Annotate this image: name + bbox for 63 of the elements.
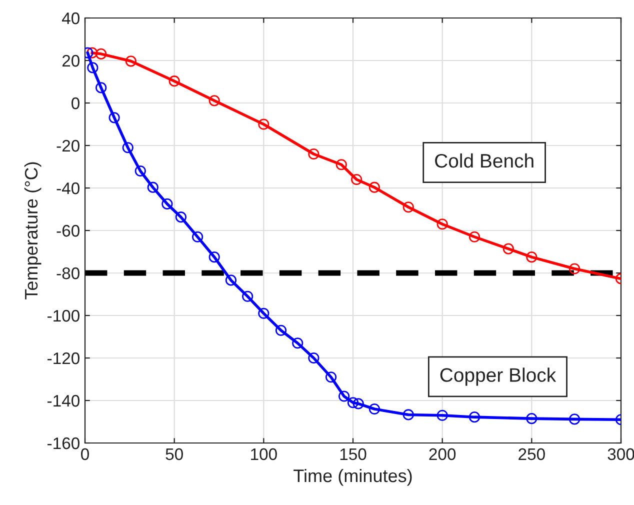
- point: [275, 324, 287, 336]
- y-tick-label: -20: [56, 140, 80, 152]
- series-label: Copper Block: [440, 368, 556, 386]
- point: [242, 290, 254, 302]
- point: [308, 148, 320, 160]
- point: [568, 414, 580, 425]
- y-tick-label: -60: [56, 224, 80, 237]
- point: [502, 243, 514, 254]
- y-tick-label: -80: [56, 267, 80, 280]
- point: [568, 263, 580, 274]
- text: Cold Bench: [435, 153, 534, 168]
- point: [325, 372, 337, 383]
- point: [468, 231, 480, 242]
- x-tick-label: 150: [340, 448, 366, 460]
- point: [402, 409, 414, 420]
- y-axis-title: Temperature (°C): [24, 162, 42, 300]
- point: [338, 390, 350, 402]
- point: [368, 403, 380, 415]
- x-tick-label: 50: [166, 448, 183, 460]
- point: [134, 165, 146, 177]
- x-axis-title: Time (minutes): [294, 468, 412, 486]
- point: [336, 159, 347, 170]
- point: [352, 398, 364, 410]
- point: [468, 412, 480, 423]
- point: [87, 62, 98, 74]
- point: [208, 95, 220, 106]
- point: [192, 231, 204, 242]
- y-tick-label: -100: [48, 310, 80, 322]
- point: [308, 352, 320, 364]
- point: [436, 218, 448, 230]
- point: [162, 198, 173, 210]
- point: [258, 118, 270, 130]
- x-tick-label: 0: [81, 448, 89, 460]
- x-tick-label: 300: [608, 448, 634, 460]
- point: [147, 182, 158, 193]
- point: [108, 112, 120, 124]
- point: [526, 413, 538, 424]
- point: [526, 252, 538, 263]
- x-tick-label: 100: [251, 448, 277, 460]
- point: [168, 76, 180, 87]
- point: [368, 182, 380, 193]
- y-tick-label: -40: [56, 182, 80, 194]
- point: [122, 142, 134, 154]
- point: [351, 174, 362, 186]
- x-tick-label: 250: [518, 448, 545, 460]
- point: [125, 56, 136, 67]
- point: [347, 397, 359, 408]
- y-tick-label: -140: [48, 394, 80, 407]
- y-tick-label: -160: [48, 437, 80, 450]
- point: [258, 308, 270, 319]
- y-tick-label: 20: [62, 54, 80, 67]
- point: [175, 212, 186, 223]
- point: [96, 82, 107, 94]
- y-tick-label: 0: [72, 97, 80, 110]
- point: [208, 252, 220, 263]
- point: [292, 338, 304, 349]
- point: [225, 274, 237, 286]
- point: [96, 48, 107, 60]
- x-tick-label: 200: [429, 448, 456, 460]
- point: [436, 410, 448, 421]
- point: [402, 202, 414, 213]
- y-tick-label: -120: [48, 352, 80, 364]
- y-tick-label: 40: [62, 12, 80, 24]
